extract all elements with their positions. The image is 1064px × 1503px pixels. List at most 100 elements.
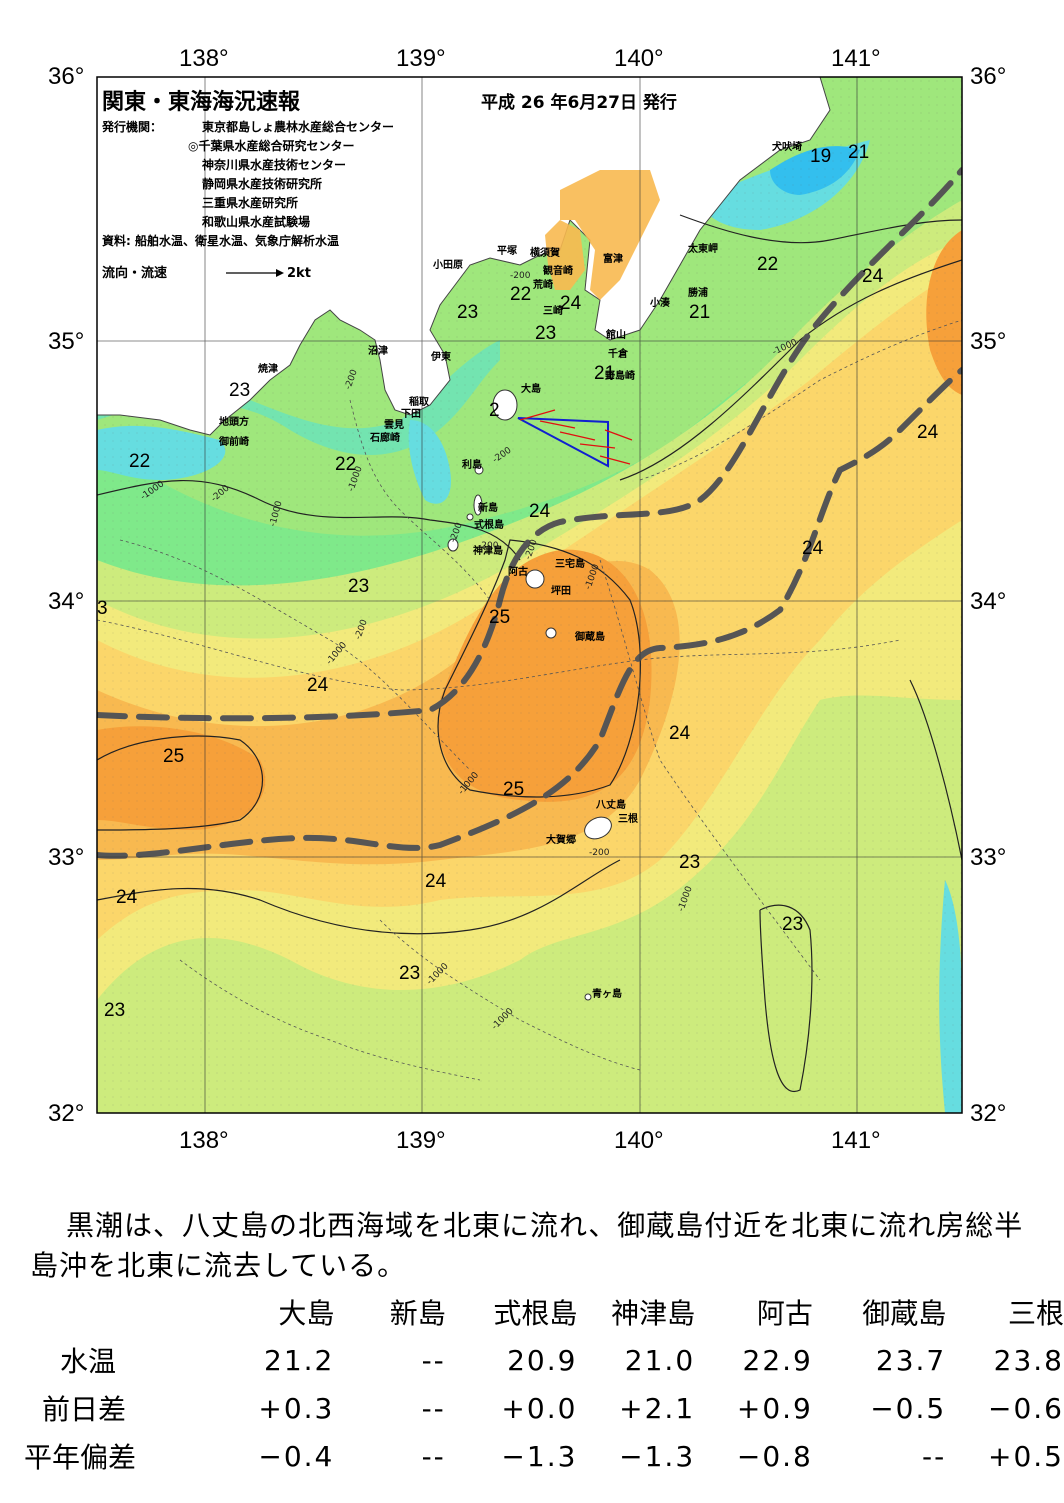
place-label: 平塚 (497, 244, 517, 257)
place-label: 観音崎 (543, 264, 573, 277)
lon-label-139-top: 139° (396, 45, 446, 72)
temp-label: 23 (782, 914, 803, 935)
lat-label-34-left: 34° (48, 588, 84, 615)
depth-label: -200 (589, 848, 610, 858)
island-miyakejima (525, 569, 545, 589)
lon-label-141-top: 141° (831, 45, 881, 72)
table-cell: +2.1 (619, 1391, 696, 1425)
temp-label: 23 (229, 380, 250, 401)
place-label: 富津 (603, 252, 623, 265)
temp-label: 21 (848, 142, 869, 163)
publisher-item: 静岡県水産技術研究所 (202, 177, 323, 191)
temp-label: 23 (535, 323, 556, 344)
lat-label-32-right: 32° (970, 1100, 1006, 1127)
place-label: 神津島 (473, 544, 503, 557)
column-header: 三根 (1007, 1297, 1064, 1330)
table-header-row: 大島 新島 式根島 神津島 阿古 御蔵島 三根 (20, 1288, 1064, 1336)
summary-text: 黒潮は、八丈島の北西海域を北東に流れ、御蔵島付近を北東に流れ房総半島沖を北東に流… (30, 1209, 1024, 1282)
flow-legend-speed: 2kt (287, 266, 311, 281)
kuroshio-axis-north (97, 367, 962, 859)
lon-label-141-bottom: 141° (831, 1127, 881, 1154)
table-cell: +0.0 (501, 1391, 578, 1425)
table-row: 前日差 +0.3 -- +0.0 +2.1 +0.9 −0.5 −0.6 (20, 1384, 1064, 1432)
island-aogashima (584, 993, 592, 1001)
land-miura (545, 220, 585, 290)
temp-label: 2 (489, 400, 500, 421)
island-mikurajima (545, 627, 557, 639)
place-label: 坪田 (551, 584, 571, 597)
sea-temperature-map: 138° 139° 140° 141° 138° 139° 140° 141° … (48, 45, 1006, 1154)
temp-label: 23 (348, 576, 369, 597)
column-header: 阿古 (756, 1297, 813, 1330)
temp-label: 21 (594, 363, 615, 384)
place-label: 沼津 (368, 344, 388, 357)
publisher-label: 発行機関： (102, 120, 163, 134)
temp-label: 25 (503, 779, 524, 800)
place-label: 犬吠埼 (772, 140, 802, 153)
flow-legend-arrow (226, 269, 284, 277)
temp-label: 23 (457, 302, 478, 323)
place-label: 小湊 (649, 296, 671, 309)
place-label: 荒崎 (532, 278, 553, 291)
depth-label: -200 (510, 271, 531, 281)
table-cell: 20.9 (507, 1343, 578, 1377)
place-label: 焼津 (258, 362, 278, 375)
table-cell: +0.3 (258, 1391, 335, 1425)
place-label: 八丈島 (595, 798, 626, 811)
table-cell: 23.8 (993, 1343, 1064, 1377)
temp-label: 25 (489, 607, 510, 628)
lon-label-138-top: 138° (179, 45, 229, 72)
temp-label: 24 (425, 871, 447, 892)
temp-label: 19 (810, 146, 831, 167)
place-label: 伊東 (430, 350, 451, 363)
land-boso (560, 170, 660, 300)
publisher-item: 和歌山県水産試験場 (202, 215, 311, 229)
kuroshio-axis-south (97, 167, 962, 722)
issue-date: 平成 26 年6月27日 発行 (481, 93, 677, 113)
table-cell: 23.7 (875, 1343, 947, 1377)
lat-label-36-right: 36° (970, 63, 1006, 90)
temp-label: 23 (399, 963, 420, 984)
place-label: 横須賀 (530, 246, 560, 259)
temp-label: 23 (104, 1000, 125, 1021)
temp-label: 21 (689, 302, 710, 323)
place-label: 地頭方 (219, 415, 249, 428)
place-label: 小田原 (432, 258, 463, 271)
island-niijima (473, 494, 483, 516)
place-label: 千倉 (608, 347, 629, 360)
publisher-item: 神奈川県水産技術センター (202, 158, 347, 172)
place-label: 三宅島 (555, 557, 585, 570)
table-cell: −1.3 (619, 1439, 696, 1473)
place-label: 雲見 (384, 419, 404, 431)
table-cell: −0.5 (870, 1391, 947, 1425)
column-header: 御蔵島 (862, 1297, 947, 1330)
temp-label: 22 (510, 284, 531, 305)
lat-label-33-left: 33° (48, 844, 84, 871)
temp-label: 24 (669, 723, 691, 744)
lon-label-140-bottom: 140° (614, 1127, 664, 1154)
temp-label: 24 (917, 422, 939, 443)
lat-label-36-left: 36° (48, 63, 84, 90)
place-label: 御前崎 (218, 435, 249, 448)
table-cell: +0.9 (736, 1391, 813, 1425)
island-toshima (474, 465, 484, 475)
place-label: 勝浦 (688, 286, 708, 299)
temp-label: 24 (862, 266, 884, 287)
place-label: 式根島 (474, 518, 504, 531)
table-cell: −0.4 (258, 1439, 335, 1473)
publisher-list: 東京都島しょ農林水産総合センター ◎千葉県水産総合研究センター 神奈川県水産技術… (188, 118, 394, 232)
island-shikinejima (466, 513, 474, 521)
place-label: 三崎 (543, 304, 563, 317)
place-label: 利島 (462, 458, 482, 471)
map-title: 関東・東海海況速報 (102, 90, 301, 115)
column-header: 大島 (278, 1297, 335, 1330)
table-cell: 21.2 (264, 1343, 335, 1377)
temp-label: 22 (757, 254, 778, 275)
flow-legend-label: 流向・流速 (102, 266, 168, 281)
table-cell: 22.9 (742, 1343, 813, 1377)
place-label: 御蔵島 (574, 630, 605, 643)
table-cell: -- (421, 1391, 446, 1425)
temp-label: 23 (679, 852, 700, 873)
place-label: 大賀郷 (546, 833, 576, 846)
place-label: 新島 (478, 501, 498, 514)
